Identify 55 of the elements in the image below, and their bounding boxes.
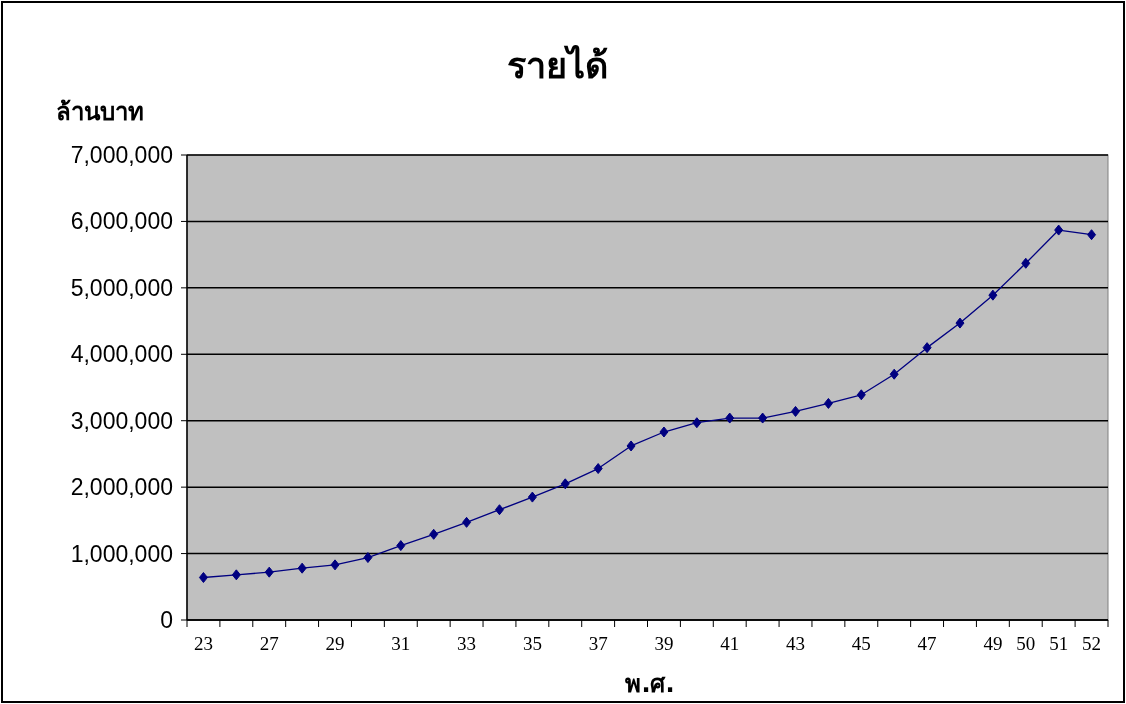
point: [1054, 224, 1064, 236]
point: [758, 412, 768, 424]
ytick: 4,000,000: [70, 341, 173, 368]
point: [264, 566, 274, 578]
point: [725, 412, 735, 424]
point: [988, 289, 998, 301]
point: [396, 540, 406, 552]
point: [955, 317, 965, 329]
point: [330, 559, 340, 571]
xtick: 49: [983, 633, 1003, 654]
point: [363, 552, 373, 564]
ytick: 3,000,000: [70, 407, 173, 434]
point: [659, 426, 669, 438]
point: [560, 478, 570, 490]
ytick: 7,000,000: [70, 142, 173, 168]
xtick: 35: [522, 633, 542, 654]
point: [856, 389, 866, 401]
xtick: 37: [588, 633, 608, 654]
ytick: 6,000,000: [70, 208, 173, 235]
point: [1021, 257, 1031, 269]
point: [429, 528, 439, 540]
xtick: 50: [1016, 633, 1036, 654]
xtick: 51: [1049, 633, 1069, 654]
ytick: 0: [160, 607, 173, 633]
ytick: 5,000,000: [70, 274, 173, 301]
xtick: 39: [654, 633, 674, 654]
point: [889, 368, 899, 380]
ylabel: ล้านบาท: [56, 98, 144, 126]
xtick: 41: [720, 633, 740, 654]
point: [692, 417, 702, 429]
point: [527, 491, 537, 503]
title: รายได้: [507, 45, 608, 86]
xtick: 45: [851, 633, 871, 654]
xtick: 23: [193, 633, 213, 654]
point: [231, 569, 241, 581]
point: [297, 562, 307, 574]
point: [922, 342, 932, 354]
xtick: 33: [457, 633, 477, 654]
point: [1087, 229, 1097, 241]
xlabel: พ.ศ.: [625, 670, 675, 698]
point: [626, 440, 636, 452]
xtick: 31: [391, 633, 411, 654]
xtick: 27: [259, 633, 279, 654]
xtick: 52: [1082, 633, 1102, 654]
ytick: 2,000,000: [70, 474, 173, 501]
point: [791, 405, 801, 417]
point: [593, 463, 603, 475]
ytick: 1,000,000: [70, 540, 173, 567]
xtick: 43: [786, 633, 805, 654]
xtick: 29: [325, 633, 345, 654]
point: [823, 397, 833, 409]
point: [494, 504, 504, 516]
xtick: 47: [917, 633, 937, 654]
point: [462, 516, 472, 528]
point: [198, 571, 208, 583]
